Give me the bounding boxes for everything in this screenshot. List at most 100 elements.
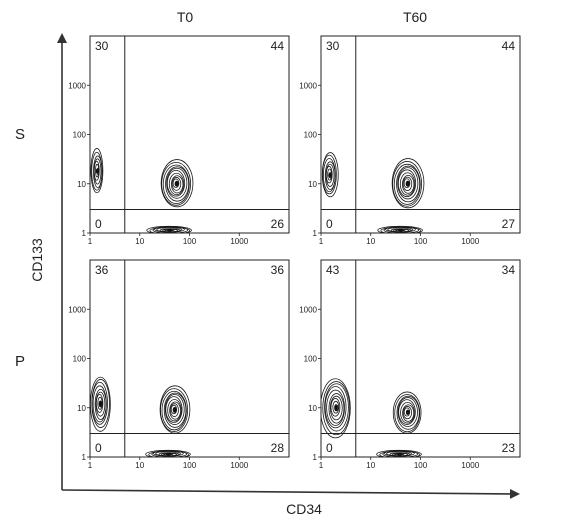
quadrant-lower-right-bg — [499, 441, 517, 455]
quadrant-lower-left-value: 0 — [95, 441, 102, 455]
contour-line — [95, 163, 100, 178]
contour-line — [162, 164, 190, 205]
contour-line — [161, 161, 192, 206]
column-header-t60: T60 — [403, 9, 427, 25]
quadrant-lower-right-value: 28 — [271, 441, 285, 455]
contour-line — [397, 397, 418, 427]
y-tick-label: 1000 — [299, 305, 317, 314]
contour-line — [400, 401, 415, 424]
contour-line — [403, 178, 411, 189]
contour-line — [393, 163, 421, 205]
x-tick-label: 1000 — [461, 237, 479, 246]
quadrant-lower-left-bg — [93, 441, 111, 455]
x-tick-label: 10 — [135, 237, 144, 246]
y-tick-label: 1 — [82, 229, 87, 238]
contour-line — [93, 158, 102, 185]
contour-core — [172, 407, 177, 413]
panel-t60-s: 11 10 10 100 100 1000 1000 30 44 0 27 — [299, 35, 521, 246]
quadrant-upper-right-bg — [499, 263, 517, 277]
contour-line — [376, 449, 422, 457]
contour-line — [403, 407, 411, 417]
panel-t0-s: 11 10 10 100 100 1000 1000 30 44 0 26 — [68, 35, 290, 246]
contour-line — [398, 399, 416, 425]
y-tick-label: 100 — [73, 355, 87, 364]
quadrant-upper-right-value: 34 — [502, 263, 516, 277]
contour-line — [402, 176, 413, 191]
contour-line — [167, 399, 182, 422]
contour-line — [170, 404, 178, 415]
contour-line — [324, 386, 347, 429]
contour-line — [160, 388, 189, 432]
contour-line — [163, 392, 187, 428]
contour-line — [401, 174, 415, 194]
contour-line — [149, 226, 191, 233]
contour-line — [397, 167, 419, 200]
x-tick-label: 10 — [366, 461, 375, 470]
contour-line — [165, 166, 190, 202]
contour-line — [391, 158, 425, 209]
contour-line — [145, 449, 191, 457]
contour-line — [329, 395, 343, 421]
contour-line — [380, 226, 422, 233]
panel-frame — [89, 259, 290, 458]
quadrant-lower-right-bg — [268, 441, 286, 455]
contour-line — [332, 400, 340, 414]
quadrant-lower-left-value: 0 — [326, 217, 333, 231]
x-axis-label: CD34 — [286, 501, 322, 517]
x-tick-label: 1 — [88, 237, 93, 246]
contour-line — [164, 394, 185, 425]
contour-group — [90, 376, 191, 457]
contour-line — [402, 404, 415, 422]
y-tick-label: 10 — [77, 404, 86, 413]
contour-line — [396, 395, 420, 430]
quadrant-upper-right-bg — [499, 39, 517, 53]
y-tick-label: 1000 — [68, 305, 86, 314]
contour-line — [392, 161, 423, 207]
contour-line — [321, 152, 339, 198]
contour-line — [377, 225, 423, 233]
quadrant-lower-right-bg — [268, 217, 286, 231]
contour-line — [92, 385, 107, 423]
quadrant-upper-left-bg — [93, 263, 111, 277]
contour-line — [95, 391, 106, 417]
column-header-t0: T0 — [177, 9, 194, 25]
quadrant-upper-left-value: 30 — [95, 39, 109, 53]
quadrant-upper-left-bg — [93, 39, 111, 53]
quadrant-upper-left-bg — [324, 39, 342, 53]
contour-line — [91, 151, 103, 191]
quadrant-lower-right-value: 26 — [271, 217, 285, 231]
panel-frame — [89, 35, 290, 234]
x-tick-label: 1000 — [461, 461, 479, 470]
y-tick-label: 100 — [304, 355, 318, 364]
panel-frame — [320, 35, 521, 234]
contour-line — [326, 389, 345, 426]
contour-line — [321, 378, 351, 439]
contour-line — [327, 168, 332, 181]
contour-group — [90, 148, 194, 233]
contour-line — [324, 383, 349, 432]
contour-core — [174, 180, 179, 187]
contour-line — [325, 163, 335, 187]
contour-core — [334, 404, 338, 412]
x-tick-label: 100 — [414, 237, 428, 246]
contour-line — [148, 450, 189, 457]
y-tick-label: 1 — [313, 453, 318, 462]
contour-line — [165, 396, 183, 423]
contour-core — [405, 410, 410, 416]
panel-t0-p: 11 10 10 100 100 1000 1000 36 36 0 28 — [68, 259, 290, 470]
contour-line — [90, 148, 104, 194]
contour-core — [405, 180, 410, 187]
contour-line — [161, 390, 187, 431]
quadrant-lower-right-value: 23 — [502, 441, 516, 455]
y-tick-label: 1000 — [299, 81, 317, 90]
quadrant-lower-left-bg — [324, 441, 342, 455]
contour-group — [321, 378, 422, 457]
contour-line — [146, 225, 192, 233]
contour-line — [328, 393, 345, 424]
y-tick-label: 1000 — [68, 81, 86, 90]
contour-group — [321, 152, 425, 233]
quadrant-upper-right-bg — [268, 263, 286, 277]
contour-core — [396, 452, 403, 456]
y-tick-label: 1 — [313, 229, 318, 238]
